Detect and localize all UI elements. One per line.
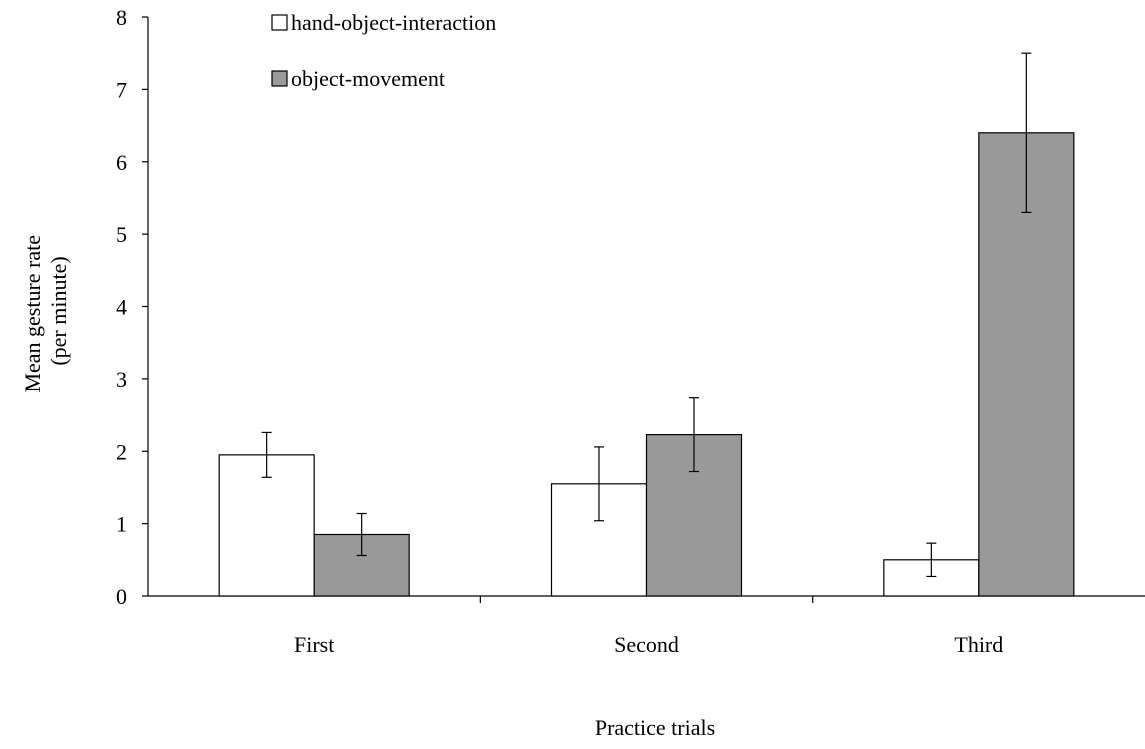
x-category-label: First [294, 632, 334, 657]
y-axis-label-line-2: (per minute) [46, 256, 71, 365]
bar-hand-object-interaction-first [218, 454, 315, 597]
error-bars-group [261, 52, 1032, 578]
bars-group [218, 132, 1075, 597]
legend-label: hand-object-interaction [291, 10, 496, 35]
x-category-label: Second [614, 632, 679, 657]
y-axis-label: Mean gesture rate (per minute) [20, 229, 71, 392]
x-axis-label: Practice trials [595, 715, 715, 740]
y-tick-label: 1 [116, 512, 127, 537]
y-tick-label: 4 [116, 295, 127, 320]
y-tick-label: 7 [116, 77, 127, 102]
legend-swatch [271, 14, 288, 31]
x-category-label: Third [954, 632, 1003, 657]
y-ticks-group: 0 1 2 3 4 5 6 7 8 [116, 5, 148, 609]
y-tick-label: 3 [116, 367, 127, 392]
y-tick-label: 2 [116, 439, 127, 464]
legend-label: object-movement [291, 66, 445, 91]
y-tick-label: 5 [116, 222, 127, 247]
y-tick-label: 8 [116, 5, 127, 30]
x-categories-group: First Second Third [294, 632, 1003, 657]
y-tick-label: 0 [116, 584, 127, 609]
legend: hand-object-interaction object-movement [271, 10, 496, 91]
legend-swatch [271, 70, 288, 87]
y-tick-label: 6 [116, 150, 127, 175]
y-axis-label-line-1: Mean gesture rate [20, 235, 45, 393]
